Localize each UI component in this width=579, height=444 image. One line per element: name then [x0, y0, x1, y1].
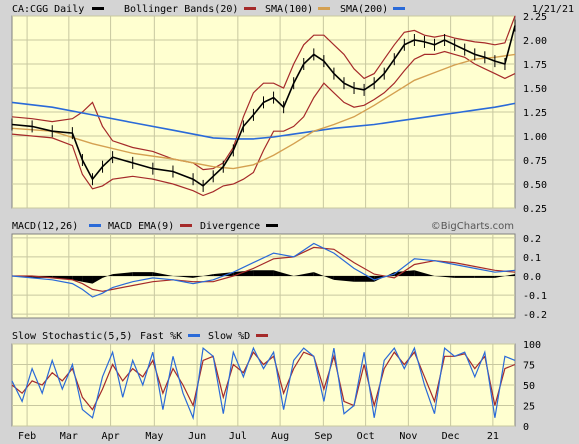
y-tick-label: 0.25: [523, 204, 547, 215]
legend-swatch-blue: [393, 7, 405, 10]
legend-fast-k: Fast %K: [140, 331, 182, 342]
legend-sma200: SMA(200): [340, 4, 388, 15]
price-series: [11, 15, 516, 197]
x-tick-label: Jul: [229, 431, 247, 442]
y-tick-label: 1.75: [523, 60, 547, 71]
bollinger-upper-line: [11, 15, 516, 171]
divergence-bar: [494, 274, 515, 278]
divergence-bar: [474, 276, 495, 278]
stochastic-panel: Slow Stochastic(5,5) Fast %K Slow %D 100…: [11, 331, 541, 433]
y-tick-label: 50: [523, 381, 535, 392]
y-tick-label: 0.1: [523, 253, 541, 264]
price-line: [11, 25, 516, 187]
legend-sma100: SMA(100): [265, 4, 313, 15]
legend-swatch-fast-k: [188, 334, 200, 337]
y-tick-label: 1.00: [523, 132, 547, 143]
price-legend: CA:CGG Daily Bollinger Bands(20) SMA(100…: [12, 4, 574, 15]
y-tick-label: 2.00: [523, 36, 547, 47]
price-panel: 2.25 2.00 1.75 1.50 1.25 1.00 0.75 0.50 0.25: [11, 12, 547, 215]
divergence-bar: [132, 272, 153, 276]
x-tick-label: Nov: [399, 431, 417, 442]
macd-series: [11, 242, 516, 298]
sma100-line: [11, 53, 516, 170]
x-tick-label: Oct: [357, 431, 375, 442]
macd-panel: MACD(12,26) MACD EMA(9) Divergence ©BigC…: [11, 221, 547, 321]
y-tick-label: 1.25: [523, 108, 547, 119]
divergence-bar: [293, 272, 314, 276]
chart-title: CA:CGG Daily: [12, 4, 84, 15]
x-tick-label: Apr: [102, 431, 120, 442]
watermark: ©BigCharts.com: [431, 221, 514, 232]
macd-y-ticks: 0.2 0.1 0.0 -0.1 -0.2: [523, 234, 547, 321]
stoch-title: Slow Stochastic(5,5): [12, 331, 132, 342]
stoch-series: [11, 346, 516, 421]
divergence-bar: [172, 276, 194, 278]
divergence-bar: [454, 276, 475, 278]
y-tick-label: 0: [523, 422, 529, 433]
macd-title: MACD(12,26): [12, 221, 78, 232]
divergence-bar: [273, 270, 294, 276]
y-tick-label: 0.75: [523, 156, 547, 167]
x-axis: Feb Mar Apr May Jun Jul Aug Sep Oct Nov Dec 21: [18, 431, 499, 442]
legend-swatch-divergence: [266, 224, 278, 227]
divergence-bar: [354, 276, 375, 282]
legend-bollinger: Bollinger Bands(20): [124, 4, 238, 15]
x-tick-label: Feb: [18, 431, 36, 442]
y-tick-label: 2.25: [523, 12, 547, 23]
y-tick-label: 25: [523, 402, 535, 413]
x-tick-label: Sep: [314, 431, 332, 442]
divergence-bar: [434, 276, 455, 278]
legend-divergence: Divergence: [200, 221, 260, 232]
x-tick-label: Aug: [271, 431, 289, 442]
divergence-bar: [253, 270, 274, 276]
divergence-bar: [414, 270, 435, 276]
y-tick-label: 0.2: [523, 234, 541, 245]
y-tick-label: 1.50: [523, 84, 547, 95]
divergence-bar: [92, 276, 103, 284]
divergence-bar: [313, 272, 334, 280]
legend-swatch-bollinger: [92, 7, 104, 10]
divergence-bar: [82, 276, 93, 284]
legend-swatch-sma200: [318, 7, 330, 10]
price-y-ticks: 2.25 2.00 1.75 1.50 1.25 1.00 0.75 0.50 0.25: [523, 12, 547, 215]
legend-slow-d: Slow %D: [208, 331, 250, 342]
divergence-bar: [102, 274, 113, 278]
legend-macd-ema: MACD EMA(9): [108, 221, 174, 232]
divergence-bar: [213, 272, 234, 276]
legend-swatch-sma100: [244, 7, 256, 10]
x-tick-label: May: [145, 431, 163, 442]
x-tick-label: Dec: [442, 431, 460, 442]
y-tick-label: -0.1: [523, 291, 547, 302]
x-tick-label: 21: [487, 431, 499, 442]
fast-k-line: [11, 346, 516, 421]
y-tick-label: 100: [523, 340, 541, 351]
legend-swatch-ema: [180, 224, 192, 227]
divergence-bar: [193, 274, 214, 278]
divergence-bar: [152, 272, 173, 276]
y-tick-label: 0.50: [523, 180, 547, 191]
y-tick-label: -0.2: [523, 310, 547, 321]
macd-signal-line: [12, 246, 516, 292]
divergence-bar: [333, 276, 355, 282]
chart-date: 1/21/21: [532, 4, 574, 15]
macd-line: [11, 242, 516, 298]
divergence-bar: [112, 272, 133, 276]
y-tick-label: 75: [523, 361, 535, 372]
y-tick-label: 0.0: [523, 272, 541, 283]
x-tick-label: Mar: [60, 431, 78, 442]
legend-swatch-slow-d: [256, 334, 268, 337]
legend-swatch-macd: [89, 224, 101, 227]
x-tick-label: Jun: [188, 431, 206, 442]
bollinger-lower-line: [11, 50, 516, 197]
stoch-y-ticks: 100 75 50 25 0: [523, 340, 541, 433]
